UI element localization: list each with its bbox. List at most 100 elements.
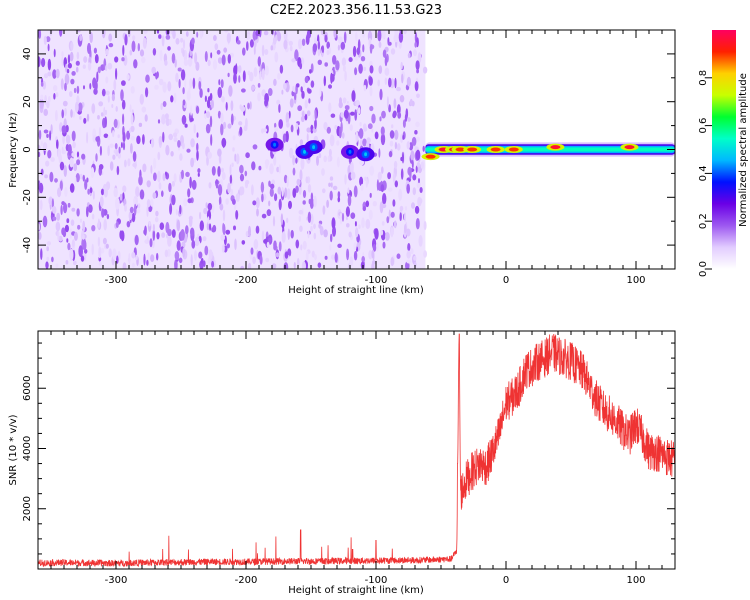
noise-cell	[245, 117, 248, 130]
noise-cell	[164, 113, 169, 120]
noise-cell	[284, 187, 288, 199]
noise-cell	[101, 208, 105, 218]
noise-cell	[261, 213, 267, 219]
noise-cell	[190, 105, 193, 116]
noise-cell	[386, 216, 390, 224]
noise-cell	[173, 173, 177, 183]
noise-cell	[332, 55, 337, 65]
noise-cell	[124, 34, 128, 46]
noise-cell	[123, 54, 128, 66]
noise-cell	[198, 80, 202, 90]
burst-mark	[304, 140, 323, 155]
noise-cell	[207, 216, 210, 225]
noise-cell	[72, 111, 76, 118]
noise-cell	[73, 87, 77, 94]
noise-cell	[209, 223, 212, 231]
noise-cell	[98, 246, 102, 259]
noise-cell	[290, 229, 294, 239]
noise-cell	[45, 261, 49, 269]
noise-cell	[61, 146, 64, 153]
noise-cell	[313, 223, 316, 230]
noise-cell	[43, 129, 49, 134]
noise-cell	[409, 168, 412, 180]
noise-cell	[288, 40, 293, 46]
noise-cell	[368, 209, 373, 220]
noise-cell	[305, 33, 310, 46]
noise-cell	[253, 239, 259, 250]
noise-cell	[100, 112, 104, 117]
noise-cell	[341, 212, 345, 222]
noise-cell	[240, 265, 245, 269]
noise-cell	[226, 243, 230, 249]
noise-cell	[209, 115, 213, 128]
burst-mark	[265, 137, 284, 152]
noise-cell	[83, 56, 88, 63]
noise-cell	[296, 257, 300, 267]
noise-cell	[190, 117, 194, 122]
noise-cell	[407, 52, 411, 59]
noise-cell	[334, 124, 338, 130]
noise-cell	[274, 127, 279, 132]
noise-cell	[334, 252, 338, 263]
noise-cell	[178, 257, 183, 264]
noise-cell	[204, 95, 207, 103]
noise-cell	[286, 121, 290, 128]
colorbar: 0.0 0.2 0.4 0.6 0.8 Normalized spectral ampl…	[698, 30, 749, 277]
noise-cell	[196, 31, 199, 38]
noise-cell	[319, 225, 324, 236]
noise-cell	[203, 207, 208, 215]
noise-cell	[299, 225, 303, 232]
noise-cell	[382, 49, 387, 58]
noise-cell	[290, 124, 294, 133]
noise-cell	[197, 172, 200, 177]
signal-peak	[421, 153, 440, 161]
noise-cell	[180, 37, 184, 43]
noise-cell	[130, 135, 136, 141]
noise-cell	[382, 193, 387, 205]
colorbar-tick: 0.0	[698, 261, 712, 277]
noise-cell	[71, 239, 75, 247]
noise-cell	[407, 117, 411, 122]
noise-cell	[294, 49, 299, 62]
noise-cell	[76, 151, 80, 158]
noise-cell	[51, 198, 55, 209]
noise-cell	[292, 188, 297, 198]
noise-cell	[306, 127, 311, 133]
noise-cell	[230, 100, 234, 111]
noise-cell	[135, 186, 140, 198]
noise-cell	[43, 108, 48, 116]
svg-text:2000: 2000	[22, 496, 33, 521]
noise-cell	[324, 255, 328, 260]
noise-cell	[63, 202, 68, 214]
svg-text:100: 100	[626, 275, 645, 286]
noise-cell	[392, 199, 396, 207]
noise-cell	[387, 187, 393, 192]
noise-cell	[203, 260, 206, 268]
x-tick: -300	[105, 30, 127, 286]
noise-cell	[285, 112, 290, 124]
noise-cell	[153, 172, 157, 181]
noise-cell	[337, 243, 342, 248]
noise-cell	[173, 92, 177, 104]
noise-cell	[296, 178, 301, 186]
noise-cell	[287, 228, 290, 241]
noise-cell	[244, 170, 248, 177]
noise-cell	[255, 225, 260, 234]
noise-cell	[310, 225, 313, 232]
noise-cell	[423, 250, 427, 258]
noise-cell	[138, 122, 143, 127]
noise-cell	[56, 139, 59, 149]
snr-frame	[37, 330, 676, 570]
noise-cell	[62, 230, 67, 238]
noise-cell	[223, 47, 228, 53]
noise-cell	[222, 209, 226, 222]
noise-cell	[113, 187, 118, 198]
noise-cell	[249, 71, 254, 82]
noise-cell	[416, 68, 419, 74]
noise-cell	[414, 205, 420, 214]
noise-cell	[215, 183, 219, 189]
noise-cell	[55, 92, 59, 98]
noise-cell	[187, 198, 192, 204]
noise-cell	[52, 69, 57, 79]
noise-cell	[130, 125, 135, 133]
